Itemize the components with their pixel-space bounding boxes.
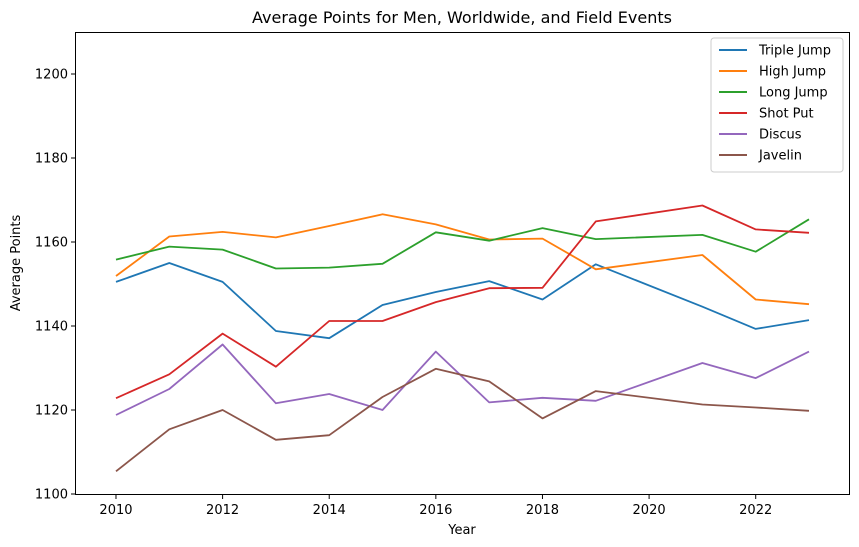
legend-label-javelin: Javelin: [758, 149, 802, 164]
x-axis-ticks: 2010 2012 2014 2016 2018 2020 2022: [99, 494, 772, 518]
y-tick-label: 1100: [35, 488, 68, 503]
y-tick-label: 1200: [35, 68, 68, 83]
series-line-shot-put: [115, 204, 810, 400]
y-tick-label: 1180: [35, 152, 68, 167]
x-tick-label: 2012: [206, 503, 239, 518]
legend-label-shot-put: Shot Put: [759, 107, 814, 122]
x-tick-label: 2010: [99, 503, 132, 518]
y-axis-label: Average Points: [9, 214, 24, 311]
legend-label-discus: Discus: [759, 128, 802, 143]
plot-area-frame: [75, 32, 850, 495]
x-tick-label: 2020: [633, 503, 666, 518]
x-tick-label: 2022: [739, 503, 772, 518]
legend: Triple Jump High Jump Long Jump Shot Put Dis…: [710, 37, 844, 173]
x-tick-label: 2014: [313, 503, 346, 518]
series-line-triple-jump: [115, 262, 810, 340]
series-line-discus: [115, 343, 810, 416]
y-tick-label: 1140: [35, 320, 68, 335]
y-tick-label: 1120: [35, 404, 68, 419]
y-axis-ticks: 1100 1120 1140 1160 1180 1200: [35, 68, 76, 503]
legend-label-high-jump: High Jump: [759, 65, 826, 80]
series-line-javelin: [115, 367, 810, 473]
chart-title: Average Points for Men, Worldwide, and F…: [252, 8, 672, 27]
legend-label-triple-jump: Triple Jump: [758, 44, 831, 59]
series-line-long-jump: [115, 218, 810, 270]
legend-label-long-jump: Long Jump: [759, 86, 828, 101]
x-tick-label: 2016: [419, 503, 452, 518]
x-axis-label: Year: [447, 523, 476, 538]
series-lines: [115, 204, 810, 473]
series-line-high-jump: [115, 213, 810, 306]
x-tick-label: 2018: [526, 503, 559, 518]
y-tick-label: 1160: [35, 236, 68, 251]
